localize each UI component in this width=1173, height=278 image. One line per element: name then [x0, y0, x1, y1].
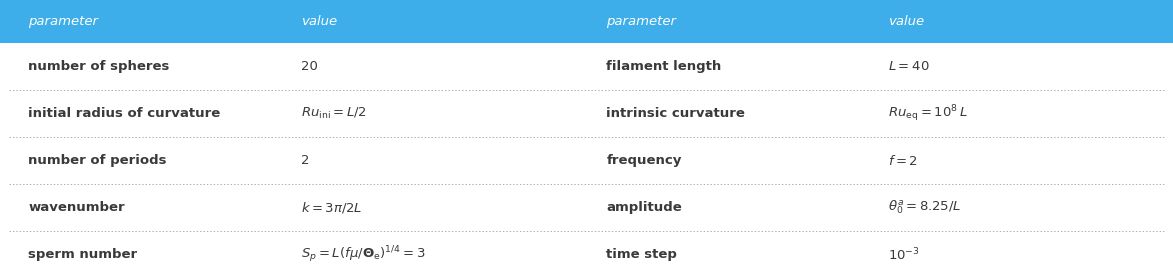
Text: time step: time step [606, 248, 677, 261]
Text: sperm number: sperm number [28, 248, 137, 261]
Text: $\theta_0^a = 8.25/L$: $\theta_0^a = 8.25/L$ [888, 199, 961, 216]
Text: value: value [888, 15, 924, 28]
Text: $S_p = L(f\mu/\boldsymbol{\Theta}_{\mathrm{e}})^{1/4} = 3$: $S_p = L(f\mu/\boldsymbol{\Theta}_{\math… [301, 244, 426, 265]
Text: $10^{-3}$: $10^{-3}$ [888, 246, 920, 263]
Text: number of spheres: number of spheres [28, 60, 170, 73]
Bar [0, 0, 1173, 43]
Text: wavenumber: wavenumber [28, 201, 124, 214]
Text: initial radius of curvature: initial radius of curvature [28, 107, 221, 120]
Text: 2: 2 [301, 154, 310, 167]
Text: parameter: parameter [28, 15, 99, 28]
Text: $k = 3\pi/2L$: $k = 3\pi/2L$ [301, 200, 362, 215]
Text: 20: 20 [301, 60, 318, 73]
Text: number of periods: number of periods [28, 154, 167, 167]
Text: intrinsic curvature: intrinsic curvature [606, 107, 745, 120]
Text: frequency: frequency [606, 154, 682, 167]
Text: parameter: parameter [606, 15, 677, 28]
Text: amplitude: amplitude [606, 201, 683, 214]
Text: value: value [301, 15, 338, 28]
Text: $Ru_{\mathrm{eq}} = 10^{8}\,L$: $Ru_{\mathrm{eq}} = 10^{8}\,L$ [888, 103, 968, 124]
Text: $L = 40$: $L = 40$ [888, 60, 929, 73]
Text: $Ru_{\mathrm{ini}} = L/2$: $Ru_{\mathrm{ini}} = L/2$ [301, 106, 367, 121]
Text: filament length: filament length [606, 60, 721, 73]
Text: $f = 2$: $f = 2$ [888, 153, 918, 168]
